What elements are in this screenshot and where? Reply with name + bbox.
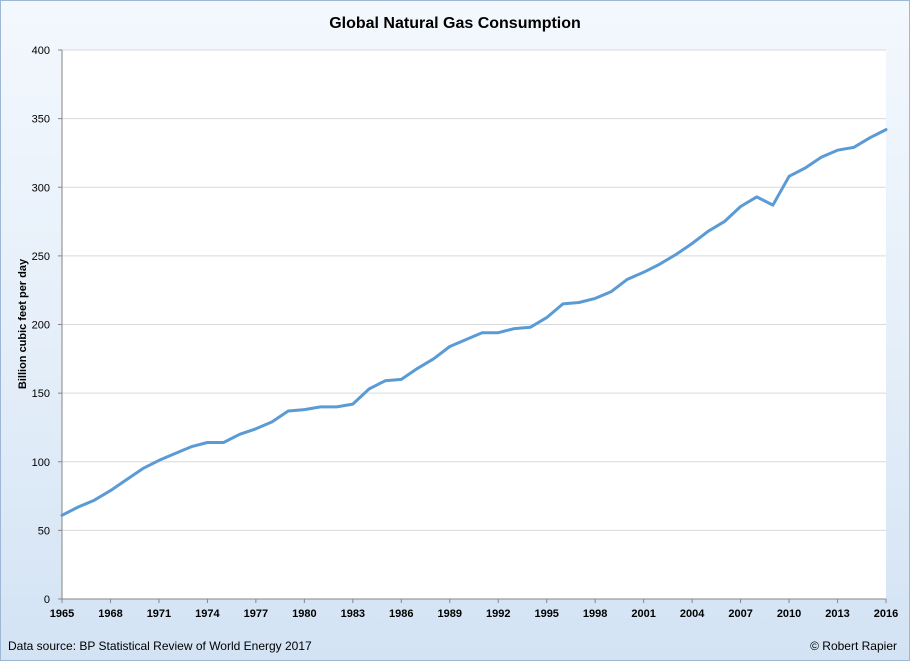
chart-title: Global Natural Gas Consumption bbox=[329, 15, 581, 32]
y-axis-title: Billion cubic feet per day bbox=[17, 258, 29, 389]
copyright-credit: © Robert Rapier bbox=[810, 639, 897, 653]
series-layer bbox=[60, 128, 888, 517]
x-tick-label: 2013 bbox=[825, 608, 849, 620]
x-tick-label: 2007 bbox=[728, 608, 752, 620]
gridlines bbox=[62, 49, 886, 531]
y-tick-label: 200 bbox=[32, 320, 50, 332]
data-source-note: Data source: BP Statistical Review of Wo… bbox=[8, 639, 312, 653]
x-tick-label: 1974 bbox=[195, 608, 220, 620]
x-tick-label: 1968 bbox=[98, 608, 122, 620]
y-tick-label: 100 bbox=[32, 457, 50, 469]
x-tick-label: 1989 bbox=[438, 608, 462, 620]
y-axis-tick-labels: 0 50 100 150 200 250 300 350 400 bbox=[32, 45, 50, 606]
x-tick-label: 1977 bbox=[244, 608, 268, 620]
y-tick-label: 0 bbox=[44, 594, 50, 606]
y-tick-label: 350 bbox=[32, 114, 50, 126]
x-tick-label: 1986 bbox=[389, 608, 413, 620]
y-tick-label: 150 bbox=[32, 388, 50, 400]
x-tick-label: 1965 bbox=[50, 608, 74, 620]
series-line bbox=[60, 128, 888, 517]
x-tick-label: 1980 bbox=[292, 608, 316, 620]
x-tick-label: 2016 bbox=[874, 608, 898, 620]
x-tick-label: 1971 bbox=[147, 608, 171, 620]
x-tick-label: 2010 bbox=[777, 608, 801, 620]
y-tick-label: 250 bbox=[32, 251, 50, 263]
y-tick-label: 400 bbox=[32, 45, 50, 57]
x-tick-label: 2004 bbox=[680, 608, 705, 620]
x-tick-label: 1992 bbox=[486, 608, 510, 620]
y-tick-label: 50 bbox=[38, 525, 50, 537]
x-axis-tick-labels: 1965 1968 1971 1974 1977 1980 1983 1986 1989 1992… bbox=[50, 608, 898, 620]
y-tick-label: 300 bbox=[32, 182, 50, 194]
x-tick-label: 1995 bbox=[534, 608, 558, 620]
x-tick-label: 2001 bbox=[631, 608, 655, 620]
x-tick-label: 1983 bbox=[341, 608, 365, 620]
axes bbox=[58, 49, 887, 603]
x-tick-label: 1998 bbox=[583, 608, 607, 620]
